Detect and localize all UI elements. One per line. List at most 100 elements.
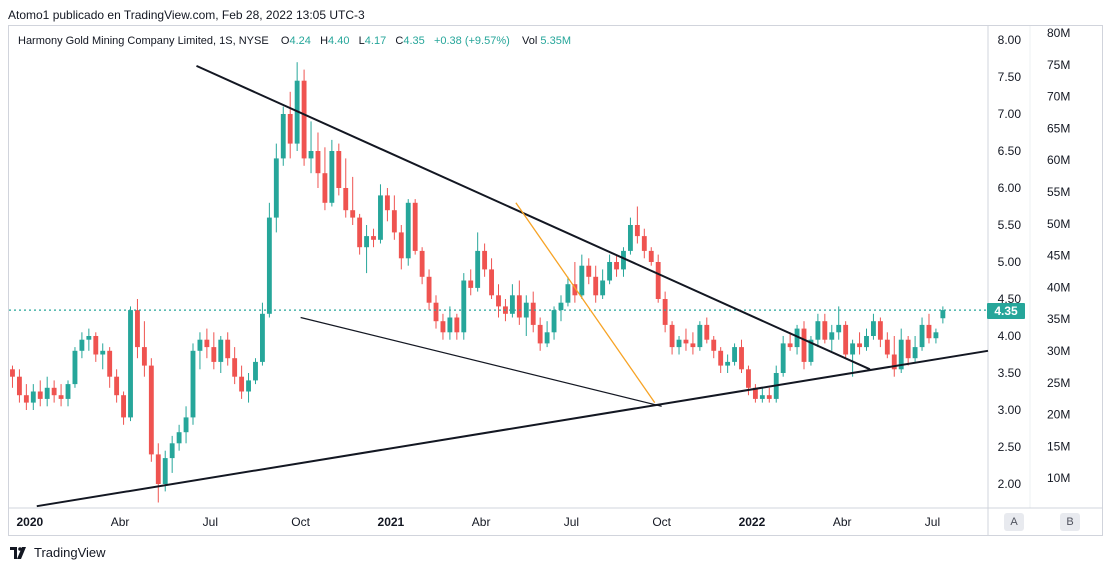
candle-up bbox=[44, 387, 50, 399]
candle-up bbox=[864, 336, 869, 348]
candle-down bbox=[433, 302, 439, 322]
candle-down bbox=[51, 387, 57, 396]
candle-down bbox=[155, 454, 161, 484]
candle-up bbox=[190, 350, 196, 418]
candle-down bbox=[426, 276, 432, 303]
candle-up bbox=[461, 280, 467, 333]
volume-tick-label: 15M bbox=[1047, 439, 1070, 453]
candle-up bbox=[607, 262, 613, 281]
candle-up bbox=[253, 361, 258, 381]
candle-down bbox=[454, 317, 460, 333]
time-tick-label: Oct bbox=[291, 515, 310, 529]
candle-up bbox=[266, 217, 272, 314]
candle-down bbox=[135, 310, 140, 348]
candle-up bbox=[329, 151, 335, 203]
candle-up bbox=[475, 250, 481, 288]
candle-down bbox=[586, 265, 592, 277]
volume-tick-label: 40M bbox=[1047, 280, 1070, 294]
candle-down bbox=[537, 324, 543, 344]
candle-down bbox=[343, 188, 349, 211]
candle-up bbox=[30, 391, 36, 403]
candle-up bbox=[808, 339, 814, 362]
candle-up bbox=[509, 295, 515, 314]
candle-up bbox=[86, 336, 92, 340]
candle-up bbox=[676, 339, 682, 348]
candle-down bbox=[204, 339, 210, 348]
volume-tick-label: 50M bbox=[1047, 217, 1070, 231]
candle-down bbox=[857, 343, 862, 348]
candle-up bbox=[621, 250, 626, 270]
candle-down bbox=[114, 376, 120, 396]
candle-up bbox=[308, 151, 314, 159]
footer-brand-text: TradingView bbox=[34, 545, 106, 560]
candle-down bbox=[746, 369, 751, 388]
current-price-label: 4.35 bbox=[987, 303, 1025, 319]
candle-down bbox=[148, 365, 154, 455]
price-tick-label: 6.50 bbox=[998, 144, 1022, 158]
scale-mode-button[interactable]: B bbox=[1060, 513, 1080, 531]
legend-low-value: 4.17 bbox=[364, 35, 387, 47]
candle-down bbox=[655, 262, 661, 299]
time-tick-label: Jul bbox=[203, 515, 218, 529]
time-tick-label: Abr bbox=[833, 515, 852, 529]
price-tick-label: 8.00 bbox=[998, 33, 1022, 47]
volume-tick-label: 35M bbox=[1047, 312, 1070, 326]
candle-down bbox=[662, 299, 668, 325]
candle-down bbox=[440, 321, 446, 333]
candle-down bbox=[107, 350, 113, 377]
candle-up bbox=[780, 343, 786, 373]
candle-up bbox=[940, 310, 946, 319]
legend-high-value: 4.40 bbox=[328, 35, 350, 47]
candle-down bbox=[787, 343, 793, 348]
candle-down bbox=[926, 324, 932, 339]
candle-down bbox=[315, 151, 321, 174]
candle-up bbox=[544, 332, 550, 344]
candle-up bbox=[732, 347, 738, 362]
chart-frame bbox=[8, 25, 1103, 536]
candle-up bbox=[850, 343, 856, 355]
tradingview-logo-icon bbox=[10, 546, 26, 559]
candle-up bbox=[600, 280, 606, 296]
candle-up bbox=[378, 195, 383, 240]
candle-down bbox=[641, 236, 647, 251]
candle-up bbox=[919, 324, 925, 348]
candle-up bbox=[197, 339, 203, 351]
candle-down bbox=[822, 321, 828, 340]
legend-close-label: C bbox=[395, 35, 404, 47]
candle-up bbox=[836, 324, 842, 333]
footer-brand[interactable]: TradingView bbox=[10, 545, 106, 560]
candle-down bbox=[211, 347, 217, 362]
upper-downtrend-line bbox=[196, 64, 871, 371]
candle-down bbox=[23, 395, 29, 403]
candle-down bbox=[93, 336, 99, 355]
volume-tick-label: 65M bbox=[1047, 121, 1070, 135]
auto-scale-button[interactable]: A bbox=[1004, 513, 1024, 531]
candle-down bbox=[711, 339, 717, 351]
price-tick-label: 6.00 bbox=[998, 181, 1022, 195]
candle-down bbox=[489, 269, 494, 296]
volume-tick-label: 10M bbox=[1047, 471, 1070, 485]
candle-down bbox=[752, 387, 758, 399]
candle-down bbox=[669, 324, 675, 348]
candle-up bbox=[933, 332, 939, 339]
candle-down bbox=[384, 195, 390, 211]
candle-up bbox=[259, 313, 265, 362]
candle-down bbox=[419, 250, 425, 277]
publish-header: Atomo1 publicado en TradingView.com, Feb… bbox=[8, 8, 365, 22]
time-tick-label: Abr bbox=[111, 515, 130, 529]
price-tick-label: 7.50 bbox=[998, 70, 1022, 84]
candle-up bbox=[405, 202, 411, 259]
legend-volume-label: Vol bbox=[522, 35, 538, 47]
candle-up bbox=[280, 114, 286, 159]
candle-down bbox=[336, 151, 342, 188]
legend-high-label: H bbox=[320, 35, 329, 47]
candle-down bbox=[718, 350, 724, 366]
price-tick-label: 3.50 bbox=[998, 366, 1022, 380]
candle-up bbox=[759, 395, 765, 399]
candle-up bbox=[65, 384, 71, 399]
price-tick-label: 7.00 bbox=[998, 107, 1022, 121]
legend-symbol[interactable]: Harmony Gold Mining Company Limited, 1S,… bbox=[18, 35, 269, 47]
candle-up bbox=[697, 324, 703, 348]
price-tick-label: 4.50 bbox=[998, 292, 1022, 306]
